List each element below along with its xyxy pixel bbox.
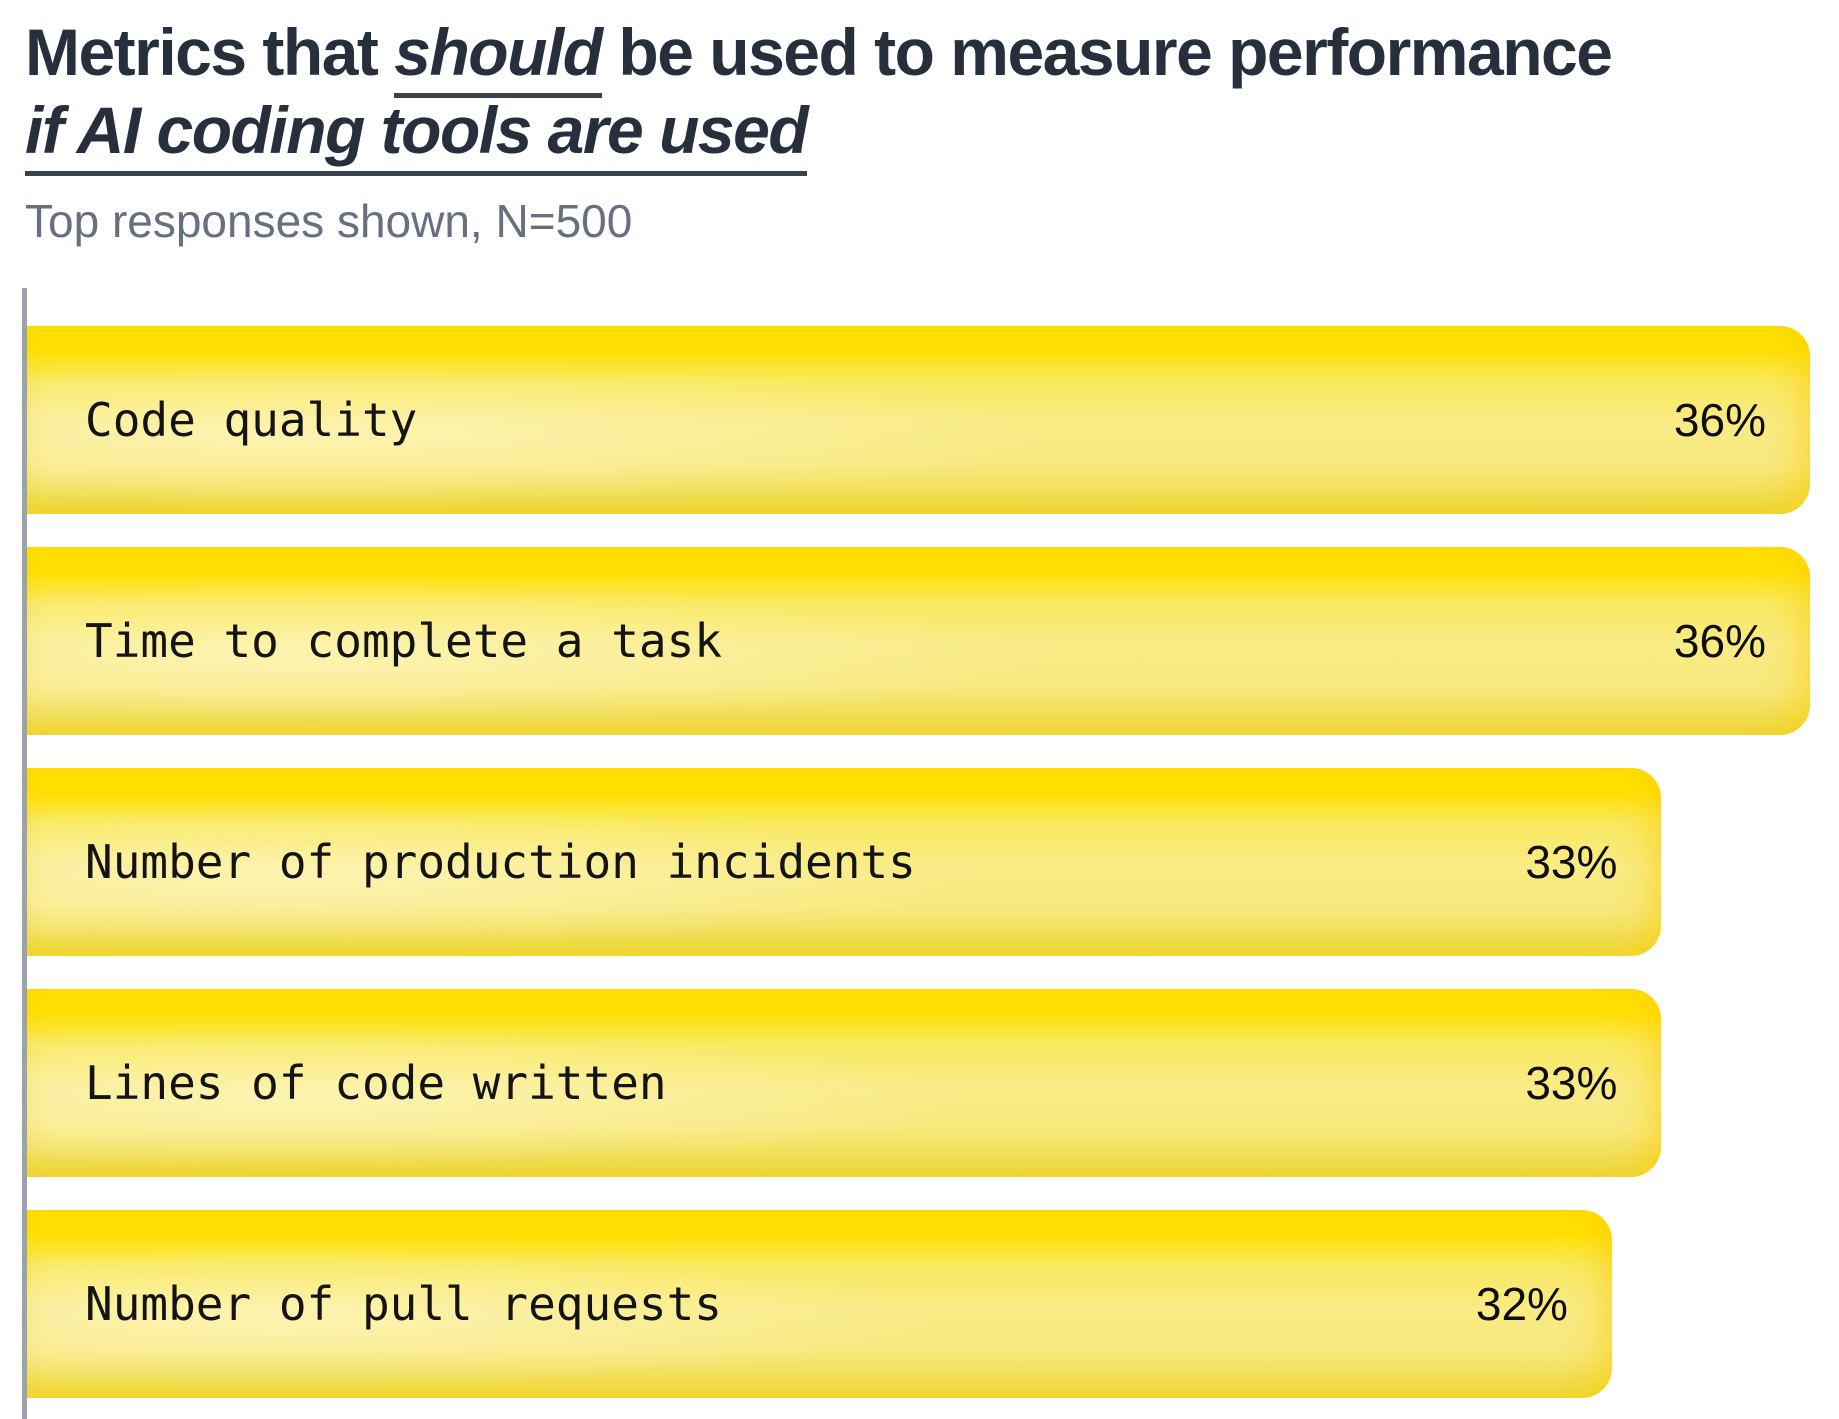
bar-label: Code quality [85,392,418,447]
page-title: Metrics that should be used to measure p… [25,14,1839,176]
title-emphasis-underlined: should [394,15,603,98]
bar-row: Lines of code written 33% [27,988,1839,1177]
bar: Lines of code written 33% [27,988,1661,1177]
bar: Number of pull requests 32% [27,1209,1612,1398]
chart-subtitle: Top responses shown, N=500 [25,194,633,247]
bar-value: 36% [1673,393,1766,446]
bar-row: Number of pull requests 32% [27,1209,1839,1398]
bar-value: 32% [1475,1277,1568,1330]
bar-label: Lines of code written [85,1055,667,1110]
bar-label: Number of production incidents [85,834,916,889]
bar: Code quality 36% [27,325,1810,514]
bar-value: 33% [1525,835,1618,888]
title-line1-pre: Metrics that [25,15,395,89]
bar-row: Number of production incidents 33% [27,767,1839,956]
title-line1-post: be used to measure performance [601,15,1613,89]
bar-value: 36% [1673,614,1766,667]
bar-label: Time to complete a task [85,613,722,668]
bar: Time to complete a task 36% [27,546,1810,735]
bar-row: Code quality 36% [27,325,1839,514]
bar-label: Number of pull requests [85,1276,722,1331]
chart-header: Metrics that should be used to measure p… [0,0,1839,248]
bar-row: Time to complete a task 36% [27,546,1839,735]
bar-value: 33% [1525,1056,1618,1109]
bar-chart: Code quality 36% Time to complete a task 36… [22,287,1839,1419]
bar: Number of production incidents 33% [27,767,1661,956]
title-line2-underlined: if AI coding tools are used [25,92,809,176]
